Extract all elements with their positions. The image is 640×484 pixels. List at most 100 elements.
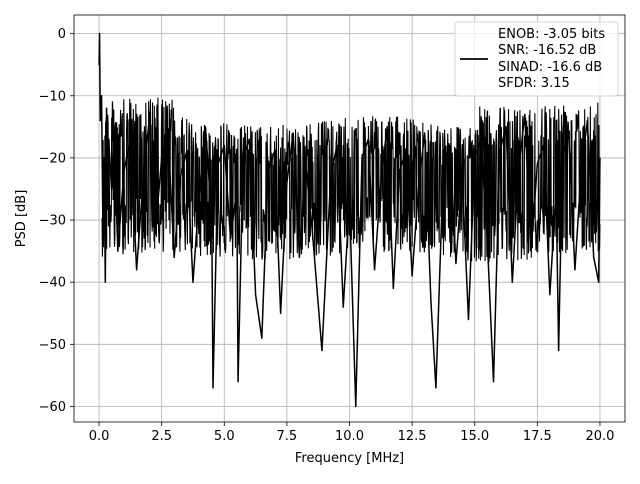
psd-data-point [499, 151, 501, 153]
psd-data-point [543, 144, 545, 147]
psd-data-point [367, 138, 369, 140]
psd-data-point [555, 188, 557, 190]
x-tick-label: 7.5 [277, 429, 298, 444]
x-tick-label: 17.5 [523, 429, 552, 444]
psd-data-point [211, 219, 213, 221]
psd-data-point [361, 157, 363, 159]
psd-data-point [154, 231, 156, 234]
psd-data-point [486, 238, 488, 240]
psd-data-point [593, 256, 595, 258]
psd-data-point [142, 182, 144, 184]
psd-data-point [179, 175, 182, 178]
psd-data-point [110, 188, 113, 190]
psd-data-point [417, 188, 419, 190]
psd-data-point [167, 132, 169, 134]
psd-data-point [280, 312, 282, 314]
psd-data-point [204, 126, 207, 128]
psd-data-point [599, 157, 601, 159]
psd-data-point [129, 138, 131, 140]
psd-data-point [104, 281, 106, 283]
y-tick-label: −30 [39, 214, 66, 229]
psd-data-point [348, 200, 351, 203]
psd-data-point [254, 294, 257, 296]
psd-data-point [148, 120, 150, 122]
psd-data-point [561, 157, 563, 159]
psd-data-point [568, 132, 570, 134]
psd-data-point [355, 405, 357, 408]
psd-data-point [330, 175, 332, 178]
psd-data-point [321, 349, 323, 352]
psd-data-point [505, 126, 507, 128]
psd-data-point [237, 381, 239, 383]
psd-data-point [449, 144, 451, 147]
psd-data-point [212, 387, 214, 389]
psd-data-point [186, 151, 188, 153]
y-axis-label: PSD [dB] [14, 190, 29, 248]
psd-data-point [123, 169, 125, 171]
psd-data-point [161, 157, 163, 159]
y-tick-label: −20 [39, 151, 66, 166]
psd-data-point [103, 157, 105, 159]
psd-data-point [517, 169, 520, 171]
psd-data-point [574, 269, 576, 271]
psd-data-point [100, 95, 103, 97]
psd-data-point [292, 132, 294, 134]
y-tick-label: −60 [39, 400, 66, 415]
psd-data-point [261, 337, 263, 339]
psd-data-point [229, 238, 232, 240]
psd-data-point [305, 163, 307, 165]
series-layer [98, 32, 601, 408]
psd-data-point [455, 262, 457, 265]
x-tick-label: 15.0 [460, 429, 489, 444]
x-axis: 0.0 2.5 5.0 7.5 10.0 12.5 15.0 17.5 20.0 [89, 422, 614, 444]
psd-data-point [98, 64, 100, 66]
legend-entry-sinad: SINAD: -16.6 dB [498, 60, 602, 75]
psd-data-point [424, 132, 426, 134]
psd-data-point [492, 381, 495, 383]
legend: ENOB: -3.05 bits SNR: -16.52 dB SINAD: -… [454, 21, 619, 97]
psd-data-point [248, 138, 250, 140]
psd-data-point [113, 126, 115, 128]
psd-data-point [298, 256, 301, 258]
psd-data-point [435, 387, 437, 389]
psd-data-point [173, 256, 175, 258]
x-tick-label: 20.0 [585, 429, 614, 444]
psd-data-point [192, 281, 194, 283]
psd-data-point [442, 163, 445, 165]
psd-data-point [198, 194, 200, 196]
legend-entry-enob: ENOB: -3.05 bits [498, 27, 605, 42]
legend-box [454, 21, 619, 97]
psd-data-point [430, 300, 432, 302]
psd-data-point [392, 287, 394, 289]
y-axis: 0 −10 −20 −30 −40 −50 −60 [39, 27, 74, 415]
y-tick-label: −40 [39, 276, 66, 291]
psd-noise-band [101, 97, 601, 262]
psd-data-point [102, 219, 104, 221]
psd-data-point [467, 318, 470, 321]
psd-data-point [242, 157, 244, 159]
y-tick-label: −50 [39, 338, 66, 353]
psd-data-point [107, 207, 109, 209]
x-axis-label: Frequency [MHz] [295, 451, 404, 466]
psd-data-point [530, 250, 532, 252]
psd-data-point [267, 169, 269, 171]
psd-data-point [586, 120, 589, 122]
psd-data-point [536, 163, 538, 165]
psd-data-point [386, 126, 388, 128]
psd-data-point [598, 281, 600, 283]
psd-data-point [236, 188, 238, 190]
psd-data-point [549, 294, 551, 296]
psd-data-point [380, 182, 382, 184]
x-tick-label: 5.0 [214, 429, 235, 444]
psd-data-point [273, 151, 275, 153]
psd-data-point [461, 175, 463, 178]
psd-data-point [474, 157, 476, 159]
x-tick-label: 12.5 [398, 429, 427, 444]
psd-data-point [373, 269, 376, 271]
legend-entry-snr: SNR: -16.52 dB [498, 43, 596, 58]
x-tick-label: 2.5 [151, 429, 172, 444]
psd-data-point [398, 169, 401, 171]
psd-data-point [411, 275, 413, 277]
